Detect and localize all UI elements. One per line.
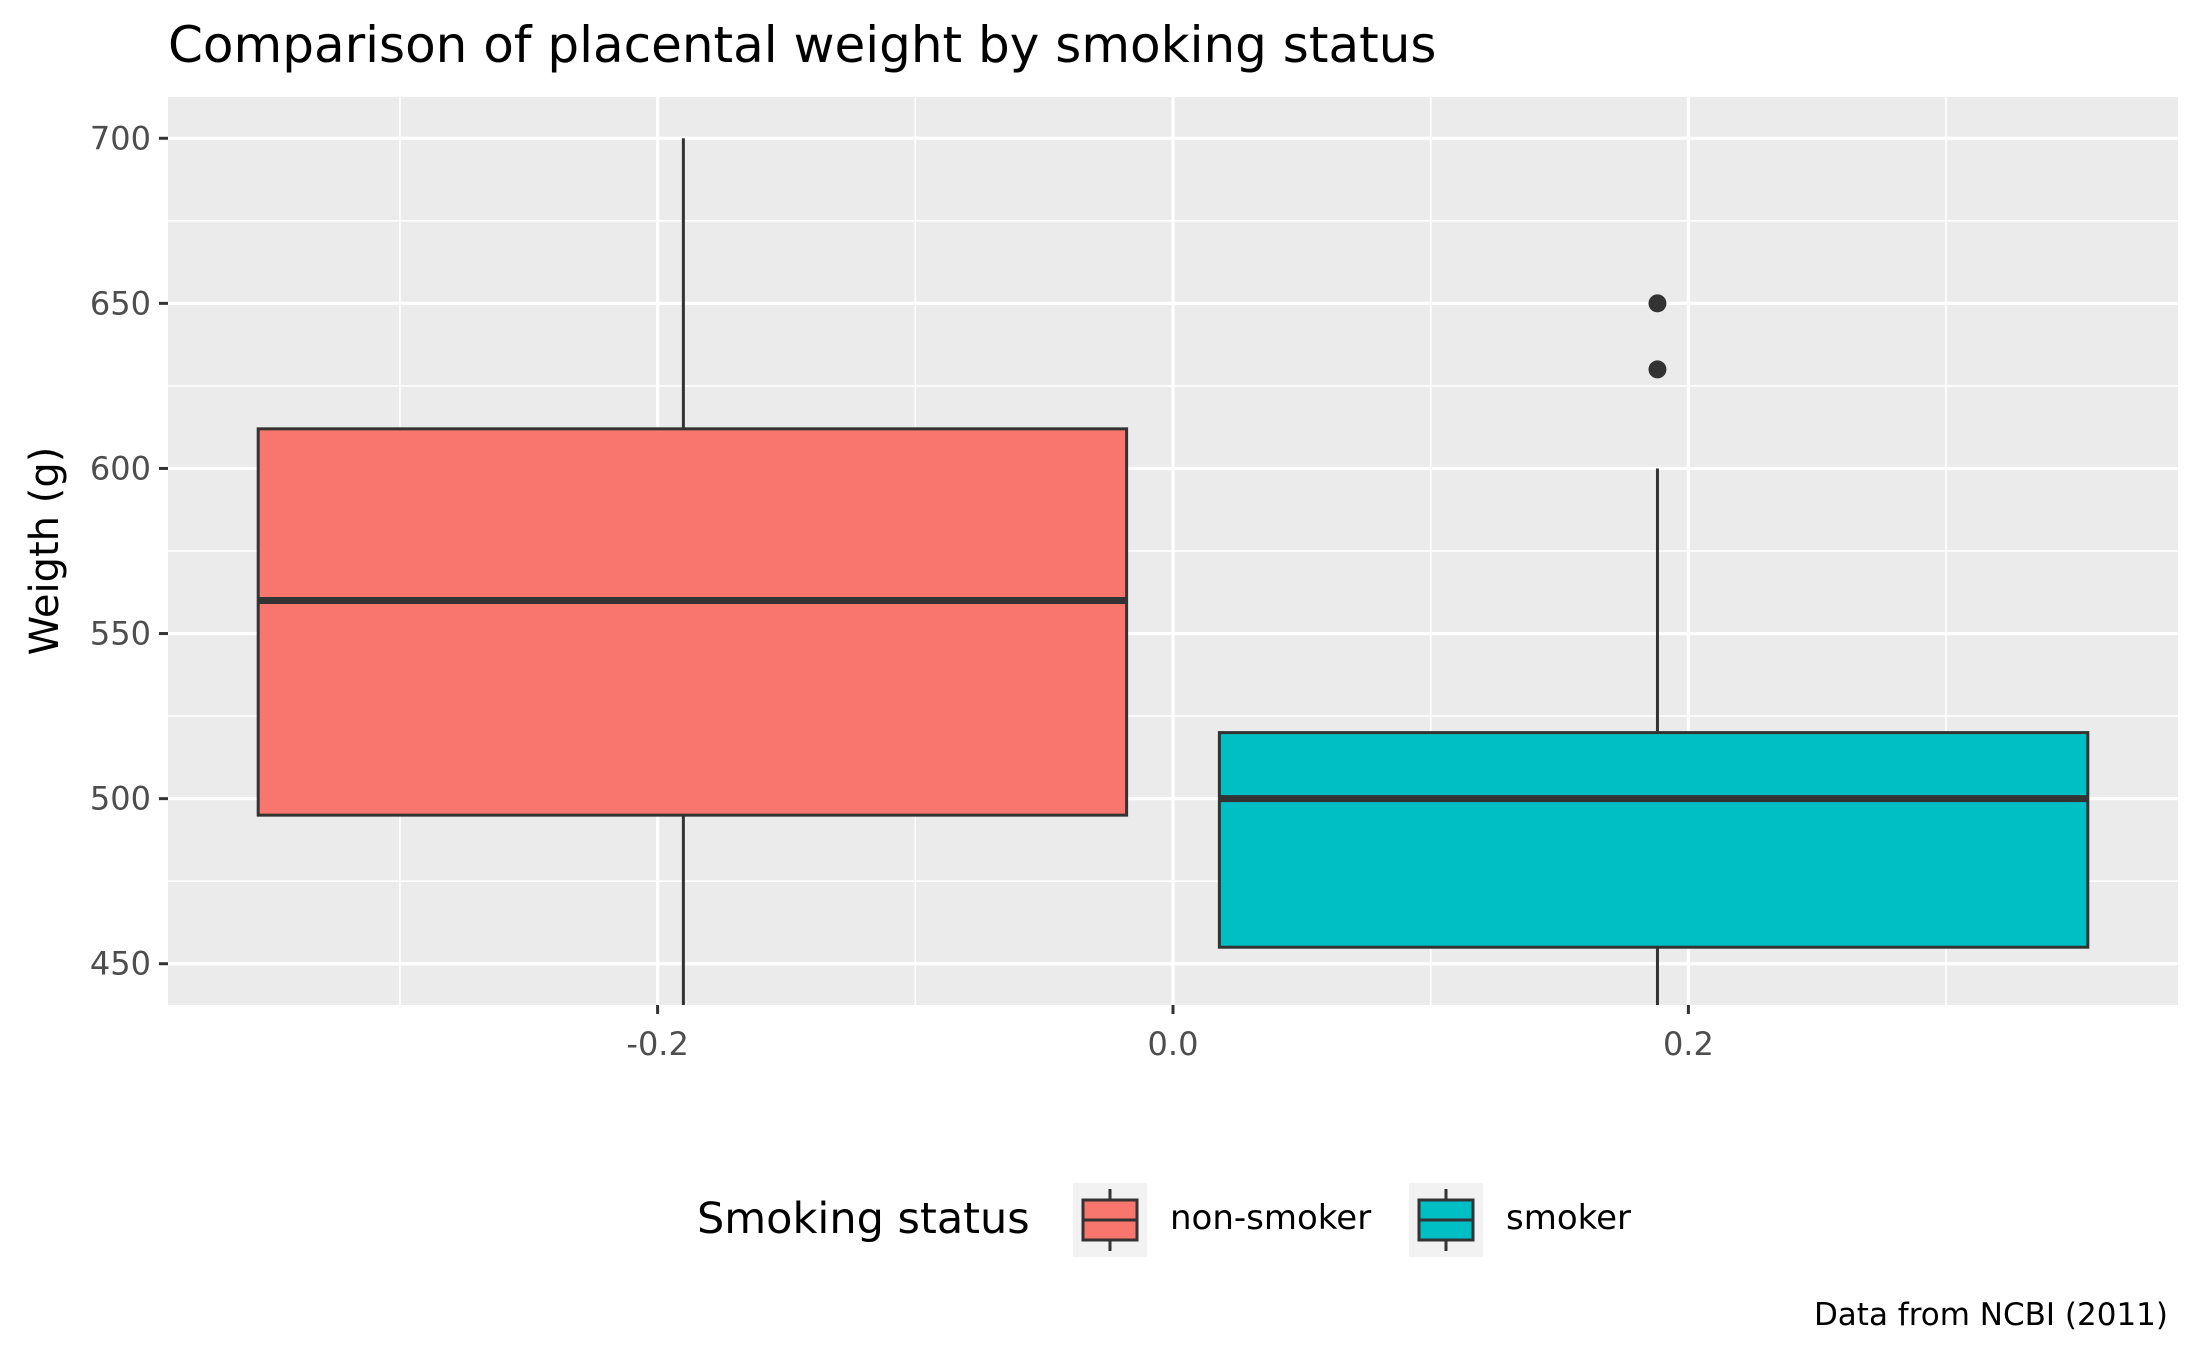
y-tick-label: 700: [90, 119, 151, 157]
legend-label-smoker: smoker: [1506, 1198, 1631, 1238]
y-axis: 450 500 550 600 650 700: [90, 119, 168, 983]
outlier-point: [1648, 360, 1667, 379]
y-tick-label: 500: [90, 780, 151, 818]
legend-key-smoker: [1409, 1183, 1483, 1257]
caption: Data from NCBI (2011): [1814, 1297, 2168, 1333]
legend-label-non-smoker: non-smoker: [1170, 1198, 1371, 1238]
chart-title: Comparison of placental weight by smokin…: [168, 16, 1436, 74]
box-smoker: [1217, 294, 2090, 1005]
x-tick-label: 0.0: [1148, 1025, 1199, 1063]
outlier-point: [1648, 294, 1667, 313]
x-tick-label: -0.2: [626, 1025, 688, 1063]
x-tick-label: 0.2: [1663, 1025, 1714, 1063]
y-tick-label: 450: [90, 945, 151, 983]
y-axis-title: Weigth (g): [22, 447, 68, 656]
legend-title: Smoking status: [697, 1194, 1030, 1244]
boxes: [256, 138, 2090, 1005]
y-tick-label: 550: [90, 615, 151, 653]
box-body: [256, 427, 1129, 817]
box-non-smoker: [256, 138, 1129, 1005]
legend-key-non-smoker: [1073, 1183, 1147, 1257]
y-tick-label: 600: [90, 449, 151, 487]
x-axis: -0.2 0.0 0.2: [626, 1005, 1714, 1063]
box-body: [1217, 731, 2090, 949]
y-tick-label: 650: [90, 284, 151, 322]
legend: Smoking status non-smoker smoker: [697, 1183, 1631, 1257]
